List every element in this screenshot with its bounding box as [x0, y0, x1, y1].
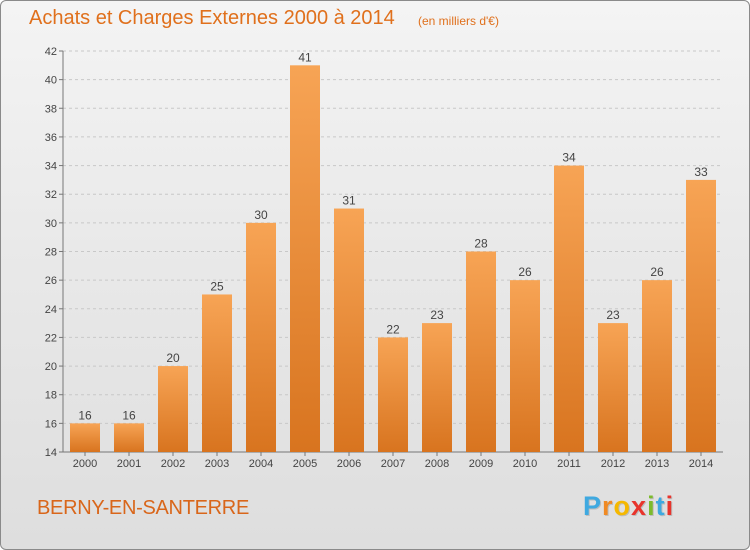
x-tick-label: 2008 — [425, 458, 449, 470]
y-tick-label: 20 — [45, 361, 57, 373]
y-tick-label: 30 — [45, 218, 57, 230]
proxiti-logo[interactable]: Proxiti — [583, 491, 674, 522]
bar-value-label: 26 — [518, 265, 532, 279]
y-tick-label: 36 — [45, 132, 57, 144]
bar-value-label: 20 — [166, 351, 180, 365]
logo-letter: t — [655, 491, 666, 521]
bar — [642, 280, 672, 452]
bar — [246, 222, 276, 452]
y-tick-label: 18 — [45, 390, 57, 402]
logo-letter: i — [665, 491, 675, 521]
x-tick-label: 2011 — [557, 458, 581, 470]
bar-value-label: 16 — [78, 408, 92, 422]
bar-value-label: 22 — [386, 322, 400, 336]
bar-value-label: 34 — [562, 151, 576, 165]
bar — [70, 423, 100, 452]
x-tick-label: 2010 — [513, 458, 537, 470]
bar — [510, 280, 540, 452]
bar — [202, 294, 232, 452]
x-tick-label: 2009 — [469, 458, 493, 470]
bar — [598, 323, 628, 452]
bar — [334, 208, 364, 452]
bar — [114, 423, 144, 452]
x-tick-label: 2000 — [73, 458, 97, 470]
bar-value-label: 31 — [342, 194, 356, 208]
bar — [686, 179, 716, 452]
bar-value-label: 30 — [254, 208, 268, 222]
x-tick-label: 2012 — [601, 458, 625, 470]
y-tick-label: 42 — [45, 46, 57, 58]
bar-value-label: 23 — [430, 308, 444, 322]
bar — [290, 65, 320, 453]
y-tick-label: 22 — [45, 332, 57, 344]
x-tick-label: 2013 — [645, 458, 669, 470]
x-tick-label: 2002 — [161, 458, 185, 470]
y-tick-label: 40 — [45, 75, 57, 87]
logo-letter: r — [602, 491, 614, 521]
chart-subtitle: (en milliers d'€) — [418, 14, 499, 28]
x-tick-label: 2007 — [381, 458, 405, 470]
x-tick-label: 2003 — [205, 458, 229, 470]
bar-value-label: 25 — [210, 279, 224, 293]
bar — [554, 165, 584, 453]
logo-letter: i — [647, 491, 656, 521]
y-tick-label: 14 — [45, 447, 57, 459]
bar-value-label: 23 — [606, 308, 620, 322]
y-tick-label: 24 — [45, 304, 57, 316]
y-tick-label: 26 — [45, 275, 57, 287]
y-tick-label: 34 — [45, 161, 57, 173]
x-tick-label: 2004 — [249, 458, 273, 470]
commune-name: BERNY-EN-SANTERRE — [37, 497, 249, 519]
bar-value-label: 16 — [122, 408, 136, 422]
bar-value-label: 28 — [474, 237, 488, 251]
x-tick-label: 2014 — [689, 458, 713, 470]
y-tick-label: 32 — [45, 189, 57, 201]
y-tick-label: 38 — [45, 103, 57, 115]
logo-letter: o — [613, 491, 632, 521]
bar-value-label: 33 — [694, 165, 708, 179]
bar — [466, 251, 496, 452]
bar-value-label: 41 — [298, 50, 312, 64]
bar — [158, 366, 188, 452]
y-tick-label: 16 — [45, 418, 57, 430]
x-tick-label: 2001 — [117, 458, 141, 470]
chart-title: Achats et Charges Externes 2000 à 2014 — [29, 7, 395, 29]
x-tick-label: 2005 — [293, 458, 317, 470]
x-tick-label: 2006 — [337, 458, 361, 470]
logo-letter: P — [583, 491, 603, 521]
logo-letter: x — [631, 491, 648, 521]
y-tick-label: 28 — [45, 247, 57, 259]
bar — [422, 323, 452, 452]
bar — [378, 337, 408, 452]
bar-value-label: 26 — [650, 265, 664, 279]
